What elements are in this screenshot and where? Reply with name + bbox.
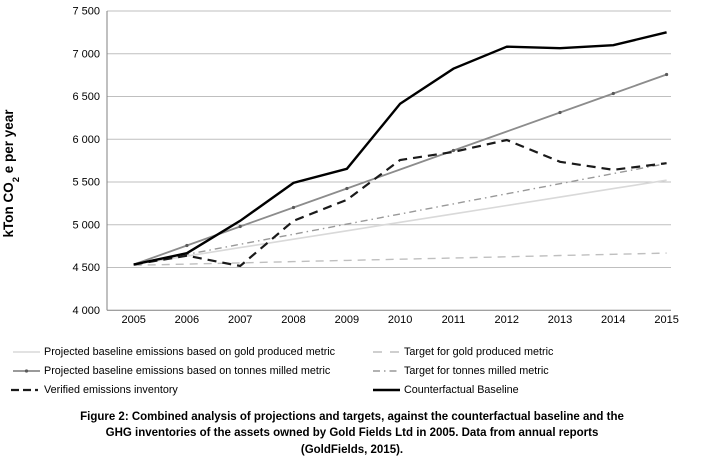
svg-text:2008: 2008 bbox=[281, 314, 305, 326]
svg-text:2006: 2006 bbox=[175, 314, 199, 326]
svg-text:4 500: 4 500 bbox=[72, 262, 100, 274]
svg-text:Projected baseline emissions b: Projected baseline emissions based on go… bbox=[44, 346, 336, 358]
svg-text:2010: 2010 bbox=[388, 314, 412, 326]
svg-text:2014: 2014 bbox=[601, 314, 625, 326]
svg-text:2011: 2011 bbox=[442, 314, 466, 326]
svg-text:4 000: 4 000 bbox=[72, 305, 100, 317]
svg-text:6 500: 6 500 bbox=[72, 91, 100, 103]
svg-text:Figure 2: Combined analysis of: Figure 2: Combined analysis of projectio… bbox=[80, 411, 624, 423]
svg-text:7 000: 7 000 bbox=[72, 48, 100, 60]
svg-text:6 000: 6 000 bbox=[72, 134, 100, 146]
svg-text:(GoldFields, 2015).: (GoldFields, 2015). bbox=[301, 444, 403, 456]
svg-text:5 000: 5 000 bbox=[72, 219, 100, 231]
svg-text:Counterfactual Baseline: Counterfactual Baseline bbox=[404, 384, 519, 396]
svg-text:5 500: 5 500 bbox=[72, 177, 100, 189]
svg-text:GHG inventories of the assets: GHG inventories of the assets owned by G… bbox=[106, 427, 599, 439]
svg-text:Target for gold produced metri: Target for gold produced metric bbox=[404, 346, 554, 358]
svg-text:2013: 2013 bbox=[548, 314, 572, 326]
svg-text:2005: 2005 bbox=[121, 314, 145, 326]
svg-text:Projected baseline emissions b: Projected baseline emissions based on to… bbox=[44, 365, 331, 377]
svg-text:2007: 2007 bbox=[228, 314, 252, 326]
svg-text:Verified emissions inventory: Verified emissions inventory bbox=[44, 384, 178, 396]
svg-text:2015: 2015 bbox=[654, 314, 678, 326]
svg-text:2012: 2012 bbox=[495, 314, 519, 326]
svg-text:Target for tonnes milled metri: Target for tonnes milled metric bbox=[404, 365, 549, 377]
svg-text:kTon CO2 e per year: kTon CO2 e per year bbox=[1, 109, 22, 238]
svg-text:7 500: 7 500 bbox=[72, 6, 100, 18]
svg-text:2009: 2009 bbox=[335, 314, 359, 326]
